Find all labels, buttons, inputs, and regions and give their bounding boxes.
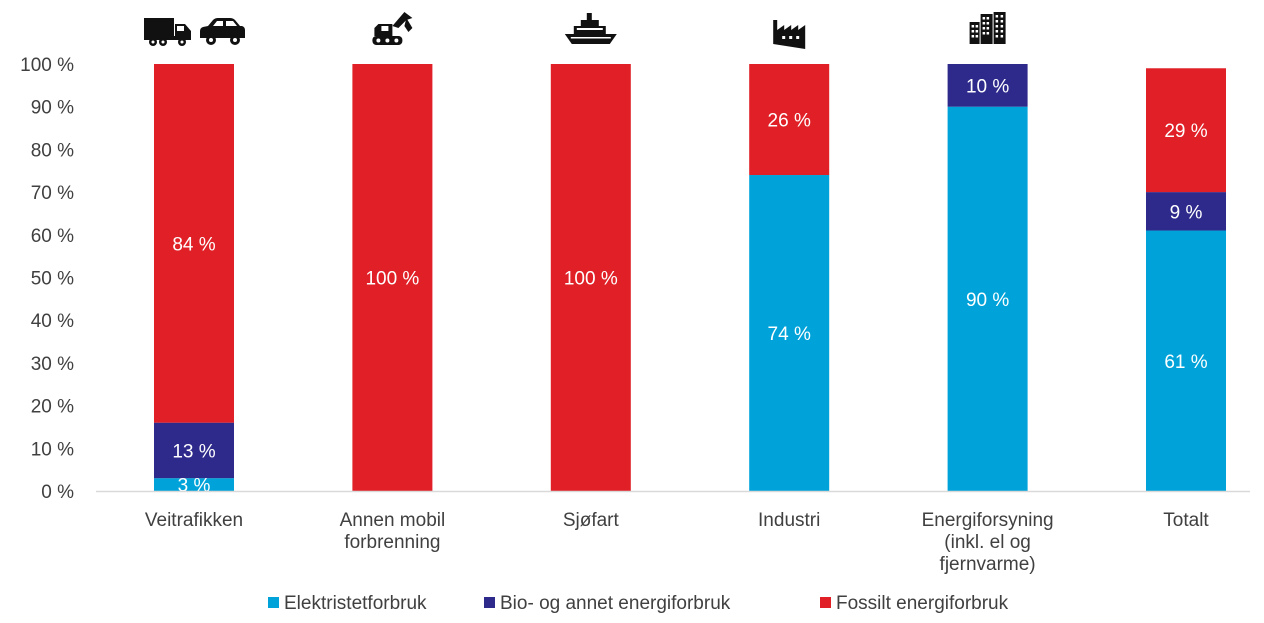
- data-label: 29 %: [1164, 121, 1207, 142]
- data-label: 13 %: [172, 441, 215, 462]
- bar-segment: [154, 422, 234, 479]
- data-label: 90 %: [966, 290, 1009, 311]
- factory-icon: [773, 20, 806, 49]
- y-tick-label: 60 %: [31, 226, 74, 247]
- legend: Elektristetforbruk Bio- og annet energifo…: [268, 593, 1009, 614]
- data-label: 100 %: [365, 269, 419, 290]
- legend-label: Bio- og annet energiforbruk: [500, 593, 731, 614]
- bar-segment: [947, 64, 1028, 107]
- bar-segment: [1146, 68, 1226, 193]
- y-tick-label: 0 %: [41, 482, 74, 503]
- bar-segment: [1146, 192, 1226, 231]
- bar-segment: [1146, 230, 1226, 491]
- x-category-label: Totalt: [1163, 510, 1209, 531]
- y-axis: 0 % 10 % 20 % 30 % 40 % 50 % 60 % 70 % 80 % 90 % 1…: [20, 55, 74, 503]
- bars: 3 % 13 % 84 % 100 % 100 % 74 % 26 % 90 % 10 % 61 …: [154, 64, 1226, 497]
- bar-segment: [749, 64, 830, 176]
- data-label: 100 %: [564, 269, 618, 290]
- x-category-label: Veitrafikken: [145, 510, 243, 531]
- data-label: 26 %: [768, 111, 811, 132]
- legend-item: Elektristetforbruk: [268, 593, 427, 614]
- bar-segment: [352, 64, 433, 491]
- data-label: 74 %: [768, 324, 811, 345]
- y-tick-label: 70 %: [31, 183, 74, 204]
- x-category-label: Energiforsyning (inkl. el og fjernvarme): [922, 510, 1054, 575]
- bar-segment: [154, 64, 234, 423]
- data-label: 61 %: [1164, 352, 1207, 373]
- truck-icon: [144, 18, 191, 46]
- y-tick-label: 90 %: [31, 98, 74, 119]
- data-label: 9 %: [1170, 202, 1203, 223]
- bar-segment: [947, 106, 1028, 491]
- y-tick-label: 40 %: [31, 311, 74, 332]
- y-tick-label: 10 %: [31, 439, 74, 460]
- ship-icon: [564, 13, 617, 44]
- bar-segment: [749, 175, 830, 491]
- y-tick-label: 30 %: [31, 354, 74, 375]
- car-icon: [200, 18, 245, 45]
- x-category-label: Annen mobil forbrenning: [340, 510, 446, 553]
- x-category-label: Industri: [758, 510, 820, 531]
- buildings-icon: [969, 12, 1006, 44]
- x-axis: Veitrafikken Annen mobil forbrenning Sjøfar…: [145, 510, 1210, 575]
- legend-item: Bio- og annet energiforbruk: [484, 593, 731, 614]
- data-label: 84 %: [172, 234, 215, 255]
- y-tick-label: 100 %: [20, 55, 74, 76]
- legend-swatch: [820, 597, 831, 608]
- legend-swatch: [268, 597, 279, 608]
- data-label: 10 %: [966, 76, 1009, 97]
- y-tick-label: 80 %: [31, 140, 74, 161]
- y-tick-label: 50 %: [31, 269, 74, 290]
- bar-segment: [154, 478, 234, 491]
- data-label: 3 %: [178, 476, 211, 497]
- x-category-label: Sjøfart: [563, 510, 620, 531]
- legend-label: Elektristetforbruk: [284, 593, 427, 614]
- y-tick-label: 20 %: [31, 397, 74, 418]
- bar-segment: [550, 64, 631, 491]
- category-icons: [144, 12, 1006, 49]
- legend-item: Fossilt energiforbruk: [820, 593, 1009, 614]
- excavator-icon: [372, 12, 413, 45]
- legend-swatch: [484, 597, 495, 608]
- legend-label: Fossilt energiforbruk: [836, 593, 1009, 614]
